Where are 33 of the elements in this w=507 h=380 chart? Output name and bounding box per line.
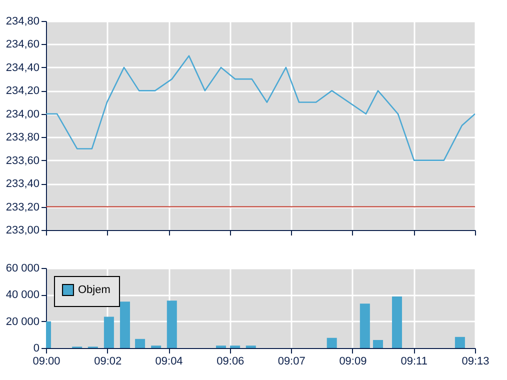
bar [135, 338, 146, 348]
line-series [46, 55, 475, 161]
y-tick-label: 233,20 [6, 201, 40, 214]
bar [454, 336, 465, 348]
x-tick-label: 09:06 [216, 356, 244, 368]
x-tick-label: 09:09 [339, 356, 367, 368]
x-tick-label: 09:02 [94, 356, 122, 368]
legend-label: Objem [78, 284, 110, 296]
x-tick-label: 09:07 [278, 356, 306, 368]
bar [372, 340, 383, 348]
x-tick-label: 09:04 [155, 356, 183, 368]
y-tick-label: 233,80 [6, 132, 40, 144]
y-tick-label: 234,60 [6, 38, 40, 51]
y-tick-label: 20 000 [6, 316, 40, 328]
x-tick-label: 09:00 [32, 356, 60, 368]
y-tick-label: 0 [33, 342, 40, 354]
bar [120, 302, 130, 348]
bar [360, 304, 370, 348]
y-tick-label: 234,20 [6, 85, 40, 98]
bar [326, 338, 337, 348]
bar [104, 316, 114, 348]
y-tick-label: 60 000 [6, 262, 40, 274]
y-tick-label: 233,40 [6, 178, 40, 190]
y-tick-label: 234,80 [6, 16, 40, 28]
y-tick-label: 233,60 [6, 154, 40, 167]
y-tick-label: 234,40 [6, 62, 40, 74]
x-tick-label: 09:11 [400, 356, 428, 368]
bar [392, 296, 402, 348]
y-tick-label: 234,00 [6, 108, 40, 120]
x-tick-label: 09:13 [462, 356, 490, 368]
y-tick-label: 233,00 [6, 224, 40, 236]
y-tick-label: 40 000 [6, 289, 40, 302]
bar [166, 300, 177, 348]
